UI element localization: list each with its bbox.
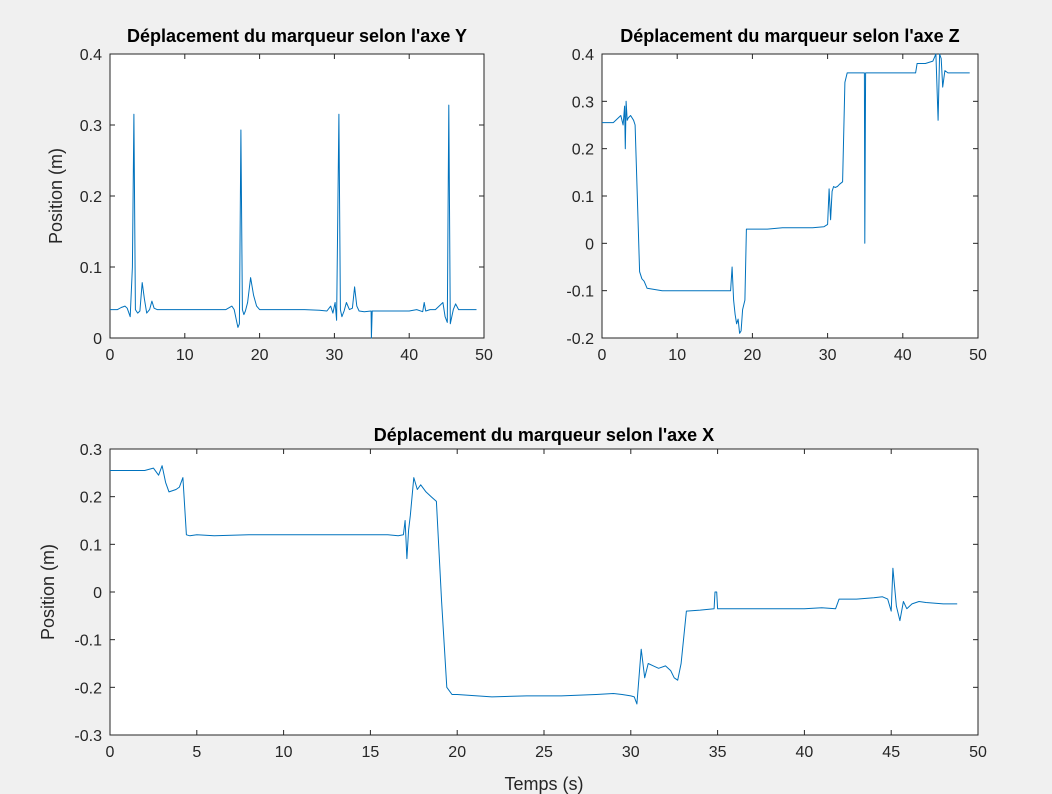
- x-tick-label: 35: [709, 744, 727, 761]
- x-tick-label: 50: [969, 744, 987, 761]
- subplot-z-axis: Déplacement du marqueur selon l'axe Z 0 1…: [566, 26, 987, 364]
- y-tick-label: 0.3: [80, 118, 102, 135]
- x-tick-label: 15: [362, 744, 380, 761]
- x-tick-label: 30: [819, 347, 837, 364]
- series-line-x: [110, 465, 958, 705]
- series-line-z: [602, 53, 970, 334]
- chart-title-y: Déplacement du marqueur selon l'axe Y: [127, 26, 467, 46]
- y-tick-label: 0.4: [80, 47, 102, 64]
- ticks-y: 0 10 20 30 40 50 0 0.1 0.2 0.3 0.4: [80, 47, 493, 364]
- axes-box-y: [109, 53, 485, 339]
- x-axis-label-x: Temps (s): [504, 774, 583, 794]
- x-tick-label: 40: [796, 744, 814, 761]
- x-tick-label: 40: [400, 347, 418, 364]
- x-tick-label: 0: [598, 347, 607, 364]
- axes-box-z: [601, 53, 979, 339]
- x-tick-label: 0: [106, 744, 115, 761]
- y-tick-label: 0: [93, 331, 102, 348]
- y-tick-label: -0.1: [74, 633, 102, 650]
- y-axis-label-x: Position (m): [38, 544, 58, 640]
- x-tick-label: 20: [744, 347, 762, 364]
- y-tick-label: -0.2: [566, 331, 594, 348]
- y-tick-label: -0.2: [74, 680, 102, 697]
- subplot-x-axis: Déplacement du marqueur selon l'axe X Po…: [38, 425, 987, 794]
- ticks-x: 0 5 10 15 20 25 30 35 40 45 50 -0.3 -0.2 -0.1 0 0.1 0.2 0…: [74, 442, 987, 761]
- y-tick-label: 0.2: [80, 490, 102, 507]
- x-tick-label: 0: [106, 347, 115, 364]
- y-tick-label: 0.1: [80, 260, 102, 277]
- y-tick-label: 0.1: [572, 189, 594, 206]
- series-line: [602, 53, 970, 334]
- series-line-y: [110, 104, 477, 339]
- ticks-z: 0 10 20 30 40 50 -0.2 -0.1 0 0.1 0.2 0.3 0.4: [566, 47, 987, 364]
- x-tick-label: 50: [475, 347, 493, 364]
- x-tick-label: 25: [535, 744, 553, 761]
- y-axis-label-y: Position (m): [46, 148, 66, 244]
- chart-title-x: Déplacement du marqueur selon l'axe X: [374, 425, 714, 445]
- y-tick-label: 0.2: [80, 189, 102, 206]
- x-tick-label: 30: [326, 347, 344, 364]
- series-line: [110, 465, 958, 705]
- chart-title-z: Déplacement du marqueur selon l'axe Z: [620, 26, 959, 46]
- x-tick-label: 20: [448, 744, 466, 761]
- series-line: [110, 104, 477, 339]
- x-tick-label: 10: [176, 347, 194, 364]
- y-tick-label: 0: [93, 585, 102, 602]
- x-tick-label: 50: [969, 347, 987, 364]
- y-tick-label: -0.1: [566, 284, 594, 301]
- subplot-y-axis: Déplacement du marqueur selon l'axe Y Po…: [46, 26, 493, 364]
- x-tick-label: 5: [192, 744, 201, 761]
- x-tick-label: 10: [668, 347, 686, 364]
- y-tick-label: 0.3: [80, 442, 102, 459]
- x-tick-label: 20: [251, 347, 269, 364]
- x-tick-label: 10: [275, 744, 293, 761]
- y-tick-label: -0.3: [74, 728, 102, 745]
- axes-box-x: [109, 448, 979, 736]
- y-tick-label: 0.3: [572, 94, 594, 111]
- y-tick-label: 0.1: [80, 537, 102, 554]
- x-tick-label: 40: [894, 347, 912, 364]
- y-tick-label: 0.4: [572, 47, 594, 64]
- y-tick-label: 0: [585, 236, 594, 253]
- x-tick-label: 30: [622, 744, 640, 761]
- x-tick-label: 45: [882, 744, 900, 761]
- y-tick-label: 0.2: [572, 142, 594, 159]
